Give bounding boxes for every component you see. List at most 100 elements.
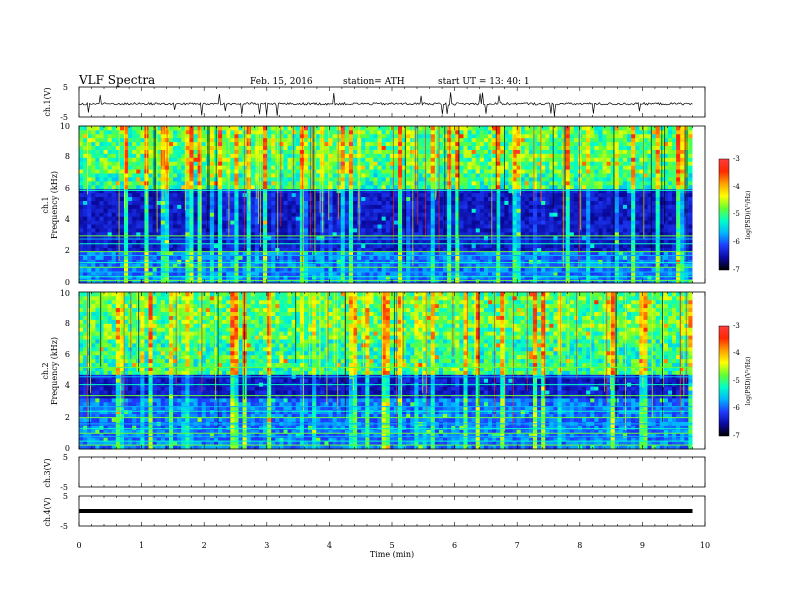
spectrogram-cell — [463, 126, 468, 131]
spectrogram-cell — [230, 145, 235, 150]
spectrogram-cell — [193, 126, 199, 131]
spectrogram-cell — [328, 228, 333, 233]
spectrogram-cell — [398, 173, 403, 178]
ch1-waveform-ytick-bottom: -5 — [60, 113, 68, 122]
spectrogram-cell — [271, 235, 276, 241]
spectrogram-cell — [107, 184, 113, 190]
spectrogram-cell — [132, 224, 137, 229]
spectrogram-cell — [467, 157, 473, 162]
spectrogram-cell — [246, 271, 252, 276]
spectrogram-cell — [565, 153, 571, 158]
spectrogram-cell — [455, 196, 460, 201]
spectrogram-cell — [418, 184, 423, 190]
spectrogram-cell — [565, 133, 571, 139]
start-time-label: start UT = 13: 40: 1 — [438, 77, 530, 87]
spectrogram-cell — [144, 259, 149, 264]
spectrogram-cell — [238, 141, 243, 147]
spectrogram-cell — [438, 224, 444, 229]
spectrogram-cell — [402, 235, 407, 241]
spectrogram-cell — [79, 149, 84, 154]
spectrogram-cell — [487, 251, 493, 256]
spectrogram-cell — [283, 204, 288, 209]
spectrogram-cell — [569, 224, 575, 229]
spectrogram-cell — [218, 275, 223, 280]
spectrogram-cell — [512, 239, 518, 245]
spectrogram-cell — [140, 208, 145, 213]
spectrogram-cell — [532, 157, 538, 162]
spectrogram-cell — [361, 137, 366, 143]
spectrogram-cell — [144, 208, 149, 213]
spectrogram-cell — [541, 239, 546, 245]
spectrogram-cell — [123, 275, 129, 280]
spectrogram-cell — [426, 165, 432, 170]
spectrogram-cell — [549, 126, 554, 131]
spectrogram-cell — [316, 141, 321, 147]
spectrogram-cell — [537, 133, 542, 139]
spectrogram-cell — [422, 145, 428, 150]
spectrogram-cell — [177, 235, 182, 241]
spectrogram-cell — [283, 177, 288, 182]
spectrogram-cell — [111, 157, 117, 162]
spectrogram-cell — [438, 173, 444, 178]
spectrogram-cell — [160, 204, 166, 209]
spectrogram-cell — [332, 129, 338, 135]
spectrogram-cell — [361, 169, 366, 174]
spectrogram-cell — [545, 149, 550, 154]
spectrogram-cell — [119, 180, 125, 186]
spectrogram-cell — [258, 239, 264, 245]
spectrogram-cell — [246, 251, 252, 256]
spectrogram-cell — [447, 224, 452, 229]
spectrogram-cell — [565, 212, 571, 217]
spectrogram-cell — [177, 126, 182, 131]
spectrogram-cell — [173, 259, 178, 264]
spectrogram-cell — [287, 153, 293, 158]
spectrogram-cell — [123, 200, 129, 205]
spectrogram-cell — [365, 129, 370, 135]
spectrogram-cell — [107, 157, 113, 162]
spectrogram-cell — [451, 129, 456, 135]
spectrogram-cell — [271, 157, 276, 162]
spectrogram-cell — [508, 200, 513, 205]
spectrogram-cell — [500, 239, 505, 245]
spectrogram-cell — [402, 141, 407, 147]
spectrogram-cell — [365, 251, 370, 256]
spectrogram-cell — [426, 153, 432, 158]
spectrogram-cell — [173, 153, 178, 158]
spectrogram-cell — [148, 216, 154, 221]
spectrogram-cell — [316, 126, 321, 131]
spectrogram-cell — [467, 173, 473, 178]
spectrogram-cell — [565, 161, 571, 166]
spectrogram-cell — [443, 279, 448, 284]
spectrogram-cell — [373, 220, 378, 225]
spectrogram-cell — [549, 267, 554, 272]
spectrogram-cell — [185, 165, 190, 170]
spectrogram-cell — [91, 235, 96, 241]
spectrogram-cell — [422, 177, 428, 182]
spectrogram-cell — [291, 196, 297, 201]
spectrogram-cell — [185, 255, 190, 260]
spectrogram-cell — [136, 173, 141, 178]
spectrogram-cell — [393, 224, 399, 229]
spectrogram-cell — [197, 267, 203, 272]
spectrogram-cell — [291, 247, 297, 253]
spectrogram-cell — [500, 169, 505, 174]
spectrogram-cell — [238, 184, 243, 190]
spectrogram-cell — [422, 204, 428, 209]
spectrogram-cell — [381, 180, 387, 186]
spectrogram-cell — [87, 263, 92, 268]
spectrogram-cell — [177, 165, 182, 170]
spectrogram-cell — [377, 184, 383, 190]
spectrogram-cell — [160, 259, 166, 264]
spectrogram-cell — [508, 133, 513, 139]
spectrogram-cell — [99, 275, 104, 280]
spectrogram-cell — [537, 157, 542, 162]
spectrogram-cell — [565, 267, 571, 272]
spectrogram-cell — [209, 204, 215, 209]
spectrogram-cell — [316, 173, 321, 178]
spectrogram-cell — [532, 126, 538, 131]
spectrogram-cell — [332, 239, 338, 245]
spectrogram-cell — [487, 184, 493, 190]
spectrogram-cell — [95, 228, 100, 233]
spectrogram-cell — [246, 216, 252, 221]
spectrogram-cell — [398, 149, 403, 154]
